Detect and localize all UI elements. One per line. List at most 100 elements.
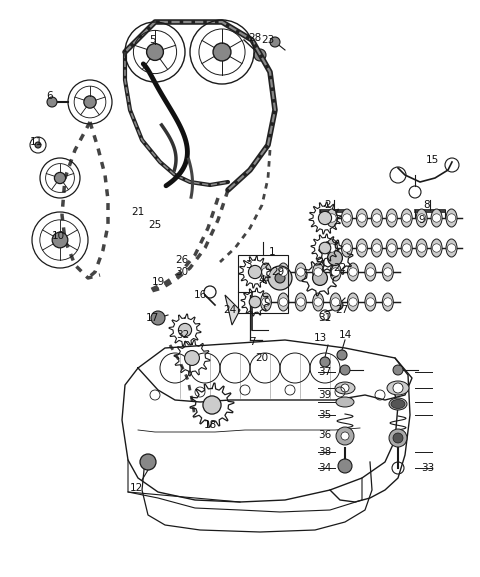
Text: 38: 38 (318, 447, 332, 457)
Text: 20: 20 (255, 353, 269, 363)
Circle shape (403, 214, 411, 222)
Ellipse shape (295, 263, 306, 281)
Circle shape (337, 350, 347, 360)
Circle shape (447, 244, 456, 252)
Text: 29: 29 (271, 267, 285, 277)
Circle shape (249, 296, 261, 308)
Ellipse shape (312, 293, 324, 311)
Ellipse shape (382, 293, 393, 311)
Circle shape (432, 244, 441, 252)
Ellipse shape (335, 382, 355, 394)
Text: 34: 34 (318, 463, 332, 473)
Circle shape (418, 244, 426, 252)
Circle shape (328, 244, 336, 252)
Ellipse shape (365, 293, 376, 311)
Circle shape (341, 384, 349, 392)
Ellipse shape (348, 293, 359, 311)
Text: 24: 24 (223, 305, 237, 315)
Circle shape (336, 427, 354, 445)
Ellipse shape (386, 239, 397, 257)
Ellipse shape (330, 263, 341, 281)
Ellipse shape (372, 239, 382, 257)
Text: 6: 6 (47, 91, 53, 101)
Text: 36: 36 (318, 430, 332, 440)
Text: 39: 39 (318, 390, 332, 400)
Circle shape (185, 351, 199, 365)
Circle shape (331, 298, 340, 306)
Circle shape (340, 365, 350, 375)
Ellipse shape (401, 209, 412, 227)
Ellipse shape (341, 209, 352, 227)
Circle shape (319, 242, 331, 254)
Circle shape (341, 432, 349, 440)
Circle shape (333, 300, 343, 310)
Ellipse shape (431, 209, 442, 227)
Text: 23: 23 (262, 35, 275, 45)
Circle shape (314, 268, 323, 276)
Circle shape (447, 214, 456, 222)
Text: 35: 35 (318, 410, 332, 420)
Ellipse shape (326, 209, 337, 227)
Text: 21: 21 (132, 207, 144, 217)
Text: 28: 28 (248, 33, 262, 43)
Text: 11: 11 (29, 137, 43, 147)
Ellipse shape (389, 398, 407, 410)
Text: 4: 4 (259, 275, 265, 285)
Ellipse shape (416, 239, 427, 257)
Circle shape (254, 49, 266, 61)
Circle shape (54, 173, 66, 183)
Text: 9: 9 (419, 215, 425, 225)
Circle shape (327, 250, 342, 265)
Circle shape (279, 268, 288, 276)
Ellipse shape (387, 381, 409, 395)
Circle shape (343, 244, 351, 252)
Circle shape (349, 298, 357, 306)
Ellipse shape (278, 293, 289, 311)
Ellipse shape (326, 239, 337, 257)
Text: 3: 3 (245, 260, 252, 270)
Circle shape (279, 298, 288, 306)
Circle shape (338, 459, 352, 473)
Circle shape (312, 271, 327, 286)
Circle shape (387, 214, 396, 222)
Circle shape (275, 273, 285, 283)
Circle shape (328, 214, 336, 222)
Text: 19: 19 (151, 277, 165, 287)
Circle shape (358, 244, 366, 252)
Circle shape (358, 214, 366, 222)
Text: 16: 16 (193, 290, 206, 300)
Circle shape (151, 311, 165, 325)
Circle shape (393, 383, 403, 393)
Text: 18: 18 (204, 420, 216, 430)
Ellipse shape (278, 263, 289, 281)
Circle shape (372, 244, 381, 252)
Text: 26: 26 (175, 255, 189, 265)
Circle shape (393, 365, 403, 375)
Ellipse shape (386, 209, 397, 227)
Text: 25: 25 (148, 220, 162, 230)
Text: 33: 33 (421, 463, 434, 473)
Ellipse shape (391, 399, 405, 409)
Circle shape (331, 268, 340, 276)
Circle shape (47, 97, 57, 107)
Ellipse shape (382, 263, 393, 281)
Circle shape (249, 265, 262, 279)
Ellipse shape (356, 239, 367, 257)
Text: 27: 27 (336, 305, 348, 315)
Ellipse shape (341, 239, 352, 257)
Text: 2: 2 (324, 200, 331, 210)
Text: 7: 7 (249, 337, 255, 347)
Text: 8: 8 (424, 200, 430, 210)
Circle shape (387, 244, 396, 252)
Ellipse shape (446, 209, 457, 227)
Circle shape (262, 298, 270, 306)
Text: 31: 31 (318, 313, 332, 323)
Circle shape (318, 211, 332, 224)
Circle shape (389, 429, 407, 447)
Ellipse shape (401, 239, 412, 257)
Circle shape (213, 43, 231, 61)
Text: 22: 22 (334, 263, 347, 273)
Text: 15: 15 (425, 155, 439, 165)
Circle shape (179, 323, 192, 336)
Ellipse shape (365, 263, 376, 281)
